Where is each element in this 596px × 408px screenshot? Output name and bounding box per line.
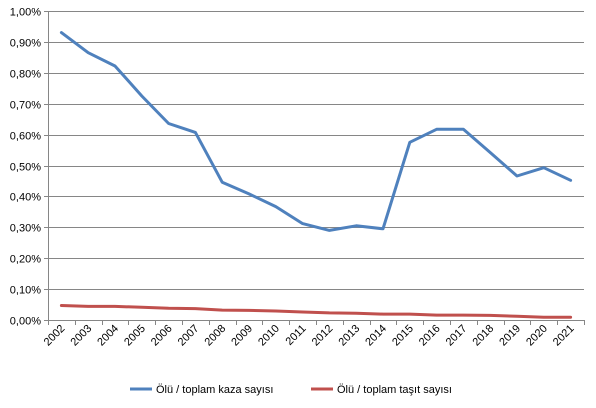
- x-tick-label: 2009: [229, 323, 255, 349]
- y-tick-labels: 0,00% 0,10% 0,20% 0,30% 0,40% 0,50% 0,60% 0,70%…: [10, 7, 41, 328]
- x-tick-label: 2020: [524, 323, 550, 349]
- y-tick-label: 0,50%: [10, 162, 41, 174]
- x-tick-label: 2013: [337, 323, 363, 349]
- x-tick-label: 2006: [149, 323, 175, 349]
- x-tick-label: 2016: [417, 323, 443, 349]
- x-tick-label: 2011: [284, 323, 309, 348]
- x-tick-label: 2008: [203, 323, 229, 349]
- x-tick-label: 2018: [471, 323, 497, 349]
- y-tick-label: 0,60%: [10, 131, 41, 143]
- x-tick-label: 2014: [363, 323, 389, 349]
- x-tick-labels: 2002 2003 2004 2005 2006 2007 2008 2009 2010 2011…: [42, 323, 577, 349]
- x-tick-label: 2015: [390, 323, 416, 349]
- gridlines: [48, 11, 584, 290]
- x-tick-label: 2004: [95, 323, 121, 349]
- x-tick-label: 2019: [497, 323, 523, 349]
- x-tick-label: 2002: [42, 323, 68, 349]
- x-tick-label: 2017: [444, 323, 470, 349]
- y-tick-label: 0,80%: [10, 69, 41, 81]
- x-tick-label: 2012: [310, 323, 336, 349]
- legend: Ölü / toplam kaza sayısı Ölü / toplam taş…: [130, 384, 452, 396]
- x-tick-label: 2005: [122, 323, 148, 349]
- series-line-2: [59, 304, 573, 319]
- x-tick-label: 2021: [551, 323, 577, 349]
- y-tick-label: 0,20%: [10, 254, 41, 266]
- y-tick-label: 0,40%: [10, 192, 41, 204]
- series-lines: [59, 31, 573, 319]
- series-line-1: [59, 31, 573, 232]
- x-tick-label: 2003: [69, 323, 95, 349]
- legend-label-1: Ölü / toplam kaza sayısı: [156, 384, 273, 396]
- x-tick-label: 2007: [176, 323, 202, 349]
- y-tick-label: 0,30%: [10, 223, 41, 235]
- y-tick-label: 0,90%: [10, 38, 41, 50]
- axes: [44, 11, 585, 325]
- y-tick-label: 0,70%: [10, 100, 41, 112]
- y-tick-label: 1,00%: [10, 7, 41, 19]
- x-tick-label: 2010: [256, 323, 282, 349]
- y-tick-label: 0,00%: [10, 316, 41, 328]
- legend-label-2: Ölü / toplam taşıt sayısı: [337, 384, 452, 396]
- y-tick-label: 0,10%: [10, 285, 41, 297]
